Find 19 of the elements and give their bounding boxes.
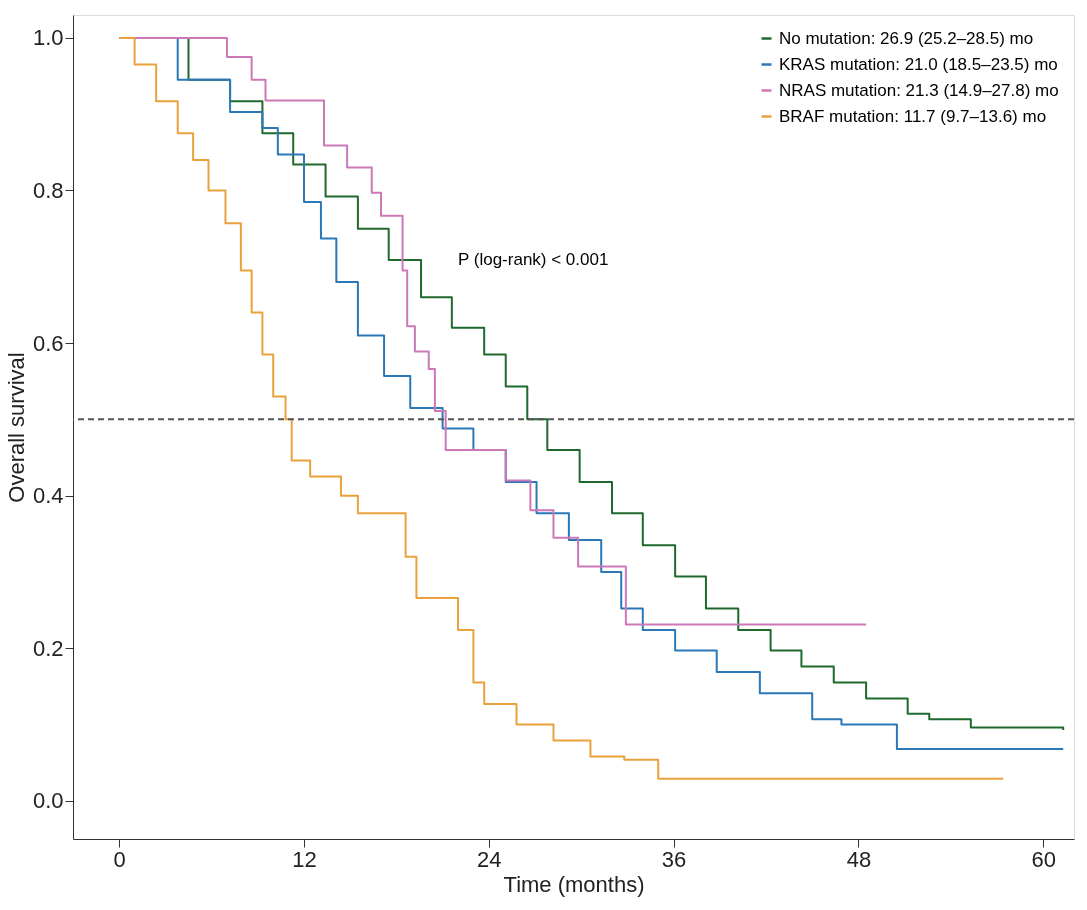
x-tick-label: 48 bbox=[846, 846, 872, 872]
x-tick-label: 24 bbox=[477, 846, 502, 872]
x-axis-title: Time (months) bbox=[503, 871, 645, 897]
legend-label: KRAS mutation: 21.0 (18.5–23.5) mo bbox=[779, 54, 1058, 74]
x-tick-label: 36 bbox=[661, 846, 687, 872]
y-tick-label: 1.0 bbox=[32, 25, 64, 51]
legend-label: NRAS mutation: 21.3 (14.9–27.8) mo bbox=[779, 80, 1059, 100]
x-tick-label: 12 bbox=[292, 846, 317, 872]
x-tick-label: 0 bbox=[113, 846, 126, 872]
y-tick-label: 0.0 bbox=[32, 788, 64, 814]
x-tick-label: 60 bbox=[1031, 846, 1056, 872]
annotation: P (log-rank) < 0.001 bbox=[458, 250, 609, 269]
y-tick-label: 0.6 bbox=[32, 330, 64, 356]
y-tick-label: 0.2 bbox=[32, 635, 64, 661]
y-tick-label: 0.4 bbox=[32, 483, 64, 509]
legend-label: No mutation: 26.9 (25.2–28.5) mo bbox=[779, 28, 1034, 48]
y-tick-label: 0.8 bbox=[32, 177, 64, 203]
y-axis-title: Overall survival bbox=[3, 352, 29, 503]
legend-label: BRAF mutation: 11.7 (9.7–13.6) mo bbox=[779, 106, 1047, 126]
